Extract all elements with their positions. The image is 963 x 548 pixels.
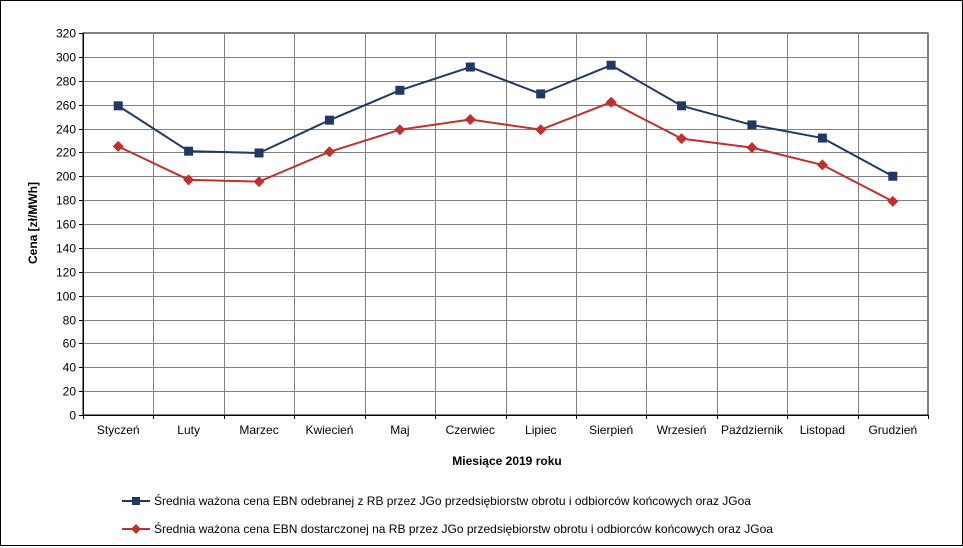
legend-label-series-1: Średnia ważona cena EBN odebranej z RB p…: [154, 494, 751, 508]
data-point-series-2: [112, 140, 124, 152]
x-tick-label: Listopad: [800, 423, 845, 437]
data-point-series-2: [323, 146, 335, 158]
x-tick-label: Lipiec: [525, 423, 556, 437]
y-tick-label: 100: [56, 290, 76, 304]
data-point-series-1: [888, 171, 898, 181]
y-tick-label: 0: [69, 409, 76, 423]
legend-key-diamond-icon: [122, 523, 150, 535]
y-tick-label: 260: [56, 99, 76, 113]
axes: 0 20 40 60 80 100 120 140 160 180 200 220 240 260 280 3…: [56, 27, 929, 437]
data-point-series-1: [536, 89, 546, 99]
x-tick-label: Wrzesień: [657, 423, 707, 437]
y-tick-label: 140: [56, 242, 76, 256]
data-point-series-2: [676, 133, 688, 145]
x-tick-label: Marzec: [239, 423, 278, 437]
data-point-series-2: [816, 159, 828, 171]
y-tick-label: 280: [56, 75, 76, 89]
y-tick-label: 40: [63, 361, 77, 375]
x-tick-label: Czerwiec: [446, 423, 495, 437]
x-tick-label: Luty: [177, 423, 200, 437]
data-point-series-2: [253, 176, 265, 188]
data-point-series-2: [183, 174, 195, 186]
series-line-2: [117, 101, 894, 203]
series: [112, 60, 899, 207]
legend-item-series-1: Średnia ważona cena EBN odebranej z RB p…: [122, 492, 773, 510]
legend-key-square-icon: [122, 495, 150, 507]
data-point-series-1: [747, 120, 757, 130]
data-point-series-1: [395, 85, 405, 95]
data-point-series-2: [394, 124, 406, 136]
y-tick-label: 80: [63, 314, 77, 328]
data-point-series-2: [887, 195, 899, 207]
data-point-series-1: [254, 148, 264, 158]
data-point-series-1: [817, 133, 827, 143]
y-tick-label: 200: [56, 170, 76, 184]
data-point-series-1: [113, 101, 123, 111]
data-point-series-1: [184, 146, 194, 156]
x-tick-label: Maj: [390, 423, 409, 437]
data-point-series-1: [324, 115, 334, 125]
data-point-series-1: [465, 62, 475, 72]
y-axis-label: Cena [zł/MWh]: [26, 182, 40, 264]
y-tick-label: 300: [56, 51, 76, 65]
data-point-series-1: [677, 101, 687, 111]
legend-item-series-2: Średnia ważona cena EBN dostarczonej na …: [122, 520, 773, 538]
y-tick-label: 60: [63, 337, 77, 351]
y-tick-label: 20: [63, 385, 77, 399]
x-tick-label: Sierpień: [589, 423, 633, 437]
x-axis-label: Miesiące 2019 roku: [452, 454, 561, 468]
x-tick-label: Grudzień: [868, 423, 917, 437]
y-tick-label: 320: [56, 27, 76, 41]
data-point-series-2: [535, 124, 547, 136]
y-tick-label: 240: [56, 123, 76, 137]
data-point-series-1: [606, 60, 616, 70]
x-tick-label: Październik: [721, 423, 784, 437]
x-tick-label: Kwiecień: [305, 423, 353, 437]
y-tick-label: 120: [56, 266, 76, 280]
y-tick-label: 220: [56, 146, 76, 160]
data-point-series-2: [464, 114, 476, 126]
y-tick-label: 180: [56, 194, 76, 208]
grid: [82, 32, 929, 416]
data-point-series-2: [605, 96, 617, 108]
data-point-series-2: [746, 142, 758, 154]
y-tick-label: 160: [56, 218, 76, 232]
x-tick-label: Styczeń: [97, 423, 140, 437]
series-line-1: [117, 64, 894, 178]
legend-label-series-2: Średnia ważona cena EBN dostarczonej na …: [154, 522, 773, 536]
legend: Średnia ważona cena EBN odebranej z RB p…: [122, 492, 773, 548]
